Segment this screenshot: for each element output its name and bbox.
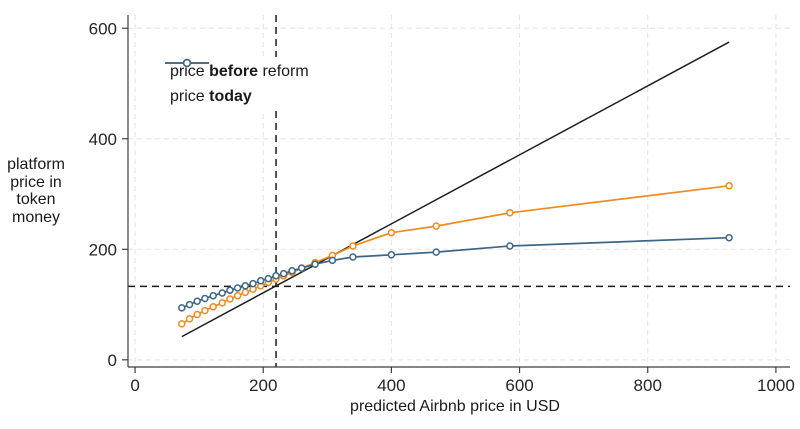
legend-item-price-before-reform: price before reform: [165, 58, 309, 84]
data-point-marker: [226, 295, 234, 303]
data-point-marker: [185, 315, 194, 323]
data-point-marker: [387, 228, 396, 237]
data-point-marker: [193, 297, 201, 305]
data-point-marker: [328, 256, 337, 265]
data-point-marker: [249, 279, 257, 288]
data-point-marker: [725, 233, 733, 242]
legend-label: price before reform: [170, 63, 309, 81]
legend-label-bold: before: [209, 62, 259, 80]
data-point-marker: [432, 248, 440, 256]
data-point-marker: [256, 277, 265, 285]
data-point-marker: [209, 291, 217, 300]
y-tick-label: 0: [108, 351, 117, 370]
legend-marker-icon: [182, 58, 192, 68]
data-point-marker: [349, 253, 357, 261]
data-point-marker: [218, 289, 226, 297]
data-point-marker: [241, 288, 250, 297]
legend-label-suffix: reform: [258, 62, 309, 80]
x-tick-label: 400: [377, 376, 405, 395]
data-point-marker: [725, 182, 733, 190]
x-tick-label: 800: [634, 376, 662, 395]
data-point-marker: [209, 303, 217, 311]
data-point-marker: [233, 291, 242, 300]
data-point-marker: [233, 284, 242, 292]
x-tick-label: 600: [505, 376, 533, 395]
data-point-marker: [288, 267, 296, 275]
x-tick-label: 0: [130, 376, 139, 395]
data-point-marker: [279, 269, 288, 278]
data-point-marker: [185, 300, 194, 309]
data-point-marker: [264, 274, 273, 283]
data-point-marker: [178, 304, 186, 312]
x-axis-title: predicted Airbnb price in USD: [350, 398, 560, 415]
data-point-marker: [432, 222, 440, 230]
data-point-marker: [387, 251, 396, 259]
data-point-marker: [201, 294, 209, 303]
data-point-marker: [506, 209, 514, 217]
y-tick-label: 200: [89, 240, 117, 259]
data-point-marker: [201, 306, 209, 315]
legend: price before reform price today: [164, 57, 317, 111]
y-axis-title: platform price in token money: [7, 156, 65, 226]
series-line-today: [181, 236, 730, 309]
data-point-marker: [349, 242, 357, 250]
x-tick-label: 200: [249, 376, 277, 395]
data-point-marker: [178, 320, 186, 328]
legend-label-prefix: price: [170, 62, 210, 80]
legend-label: price today: [170, 88, 252, 106]
legend-label-prefix: price: [170, 87, 210, 105]
legend-swatch-blue-icon: [165, 58, 209, 68]
diagonal-reference-line: [181, 41, 730, 338]
legend-item-price-today: price today: [165, 58, 309, 109]
data-point-marker: [297, 264, 306, 272]
legend-label-bold: today: [209, 87, 252, 105]
data-point-marker: [193, 310, 201, 319]
y-tick-label: 400: [89, 130, 117, 149]
data-point-marker: [272, 272, 280, 280]
data-point-marker: [241, 282, 250, 290]
y-tick-label: 600: [89, 19, 117, 38]
data-point-marker: [506, 242, 514, 250]
series-line-before-reform: [181, 184, 730, 325]
data-point-marker: [218, 299, 226, 307]
data-point-marker: [226, 286, 234, 294]
data-point-marker: [311, 260, 319, 268]
x-tick-label: 1000: [757, 376, 795, 395]
